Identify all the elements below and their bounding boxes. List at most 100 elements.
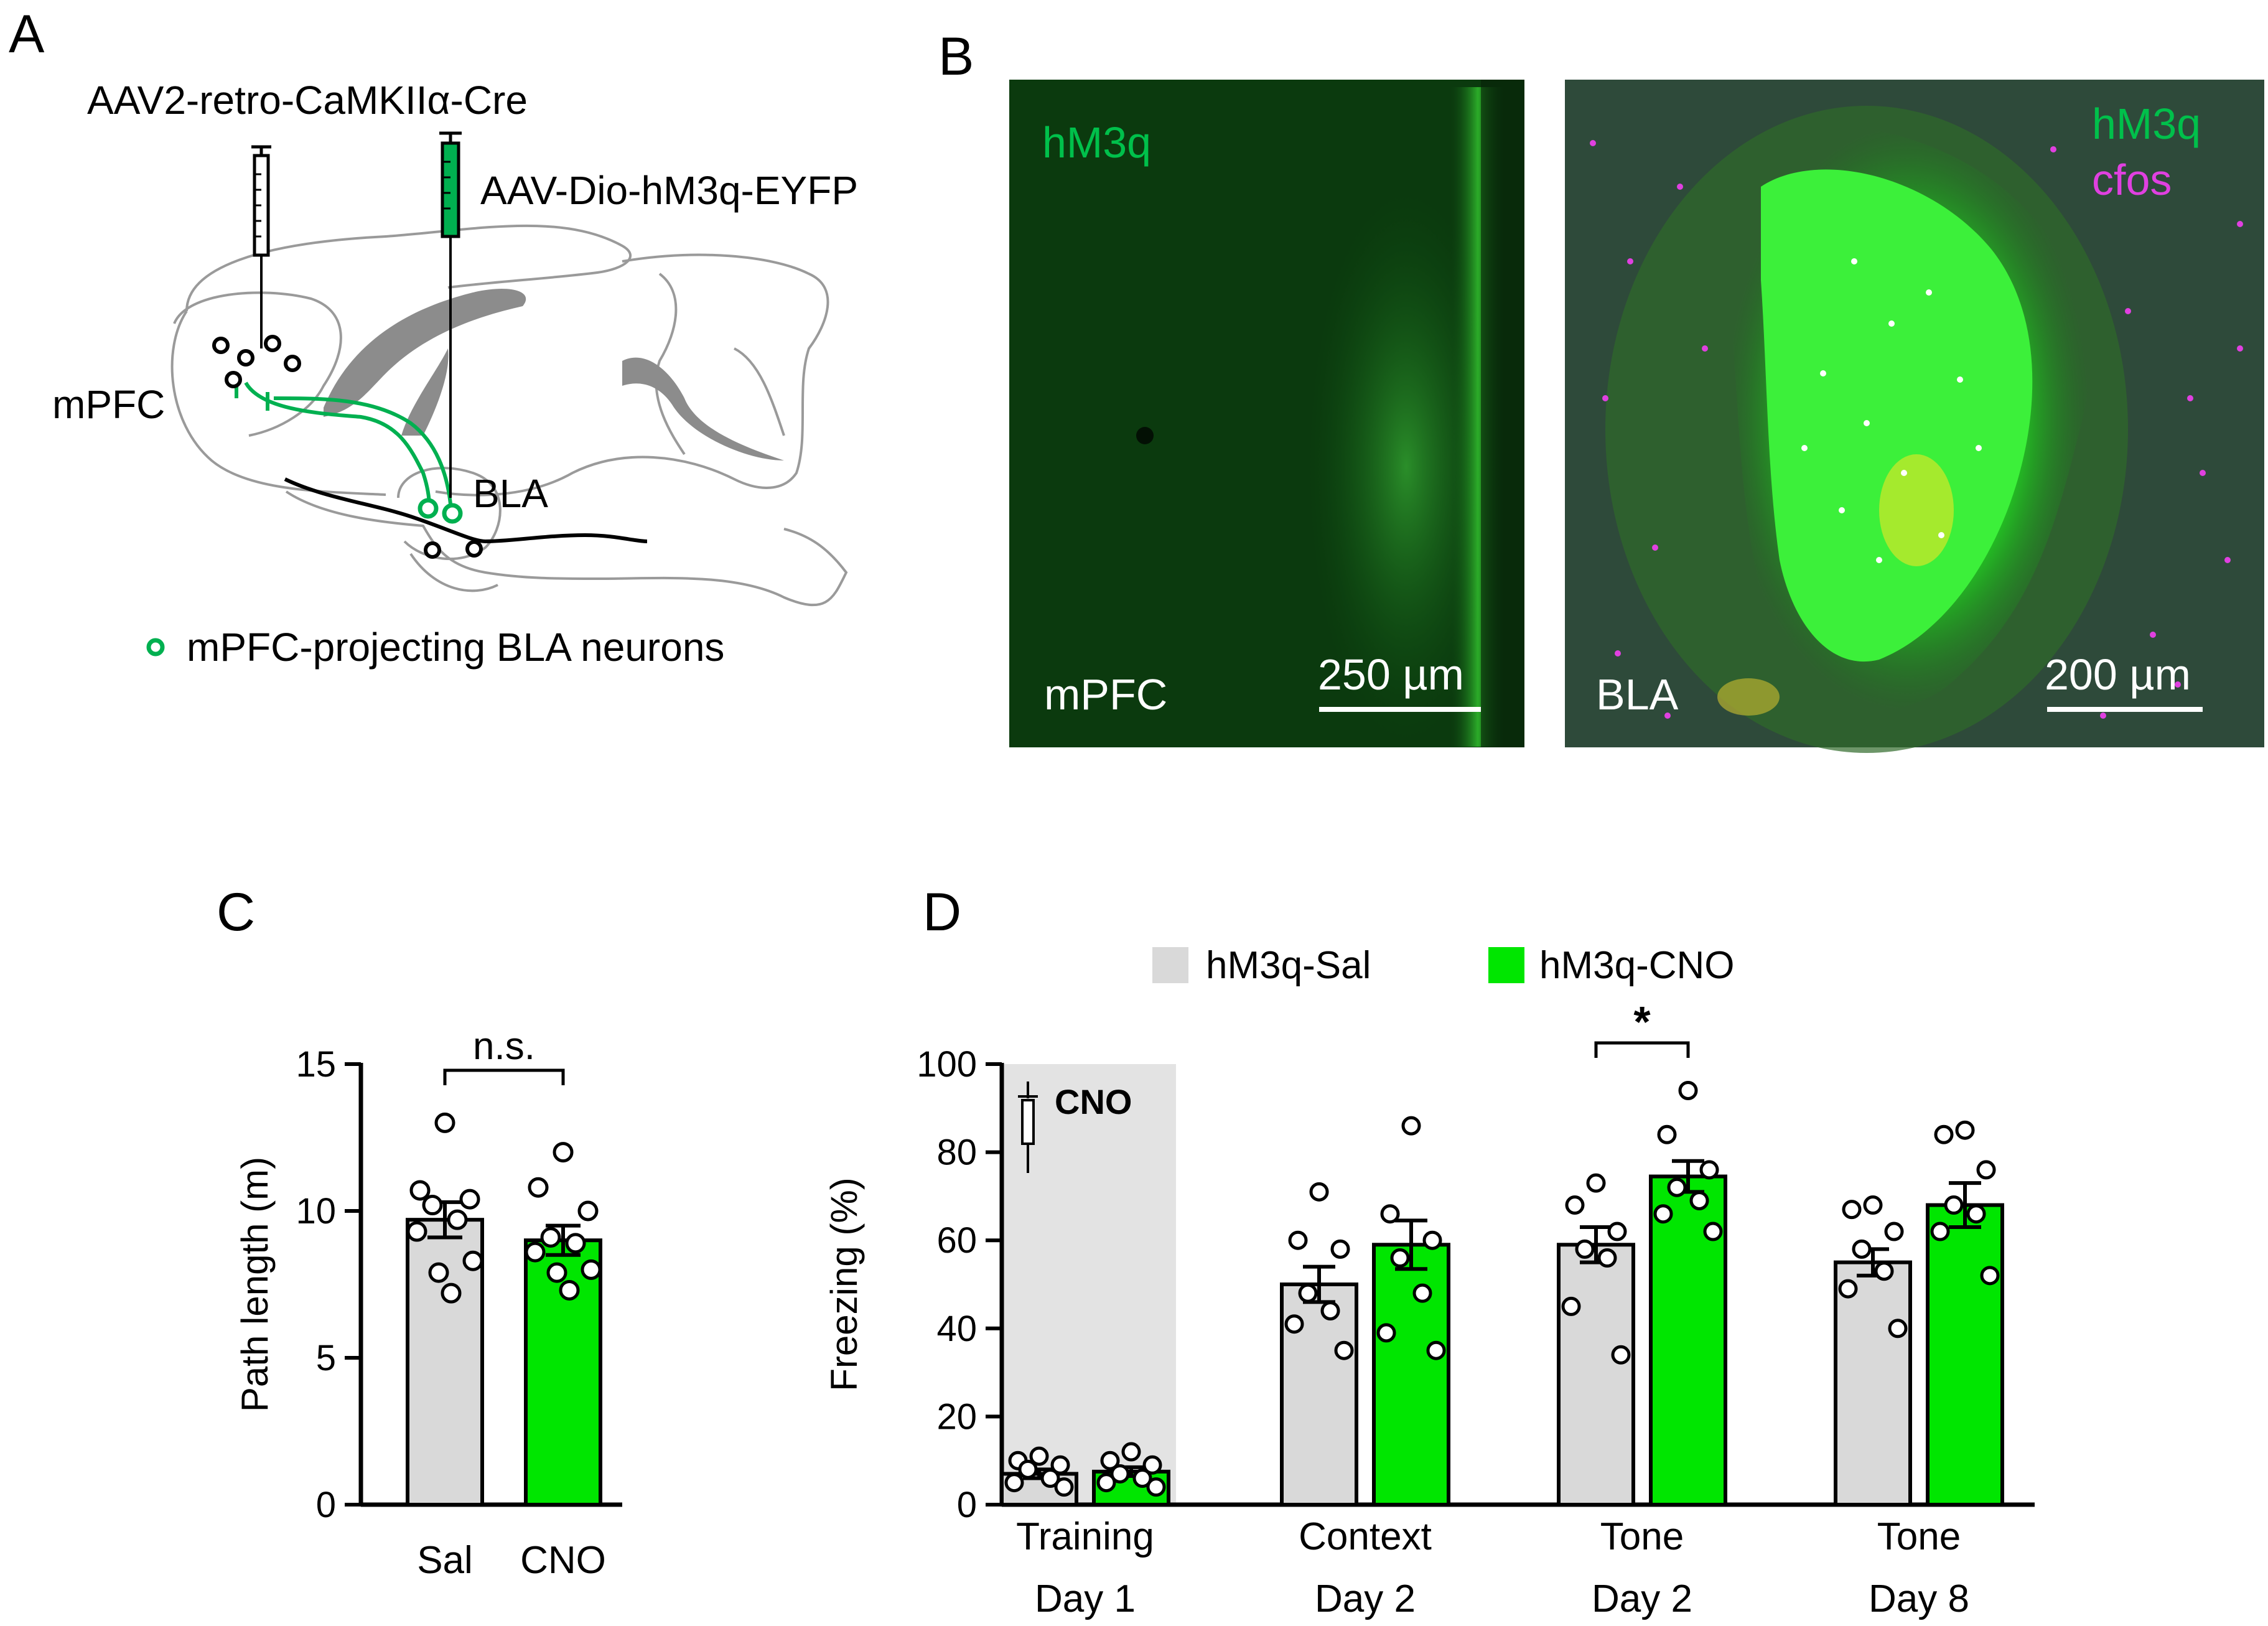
colocalized-dots: [1801, 258, 1982, 563]
group-label-line2: Day 2: [1315, 1577, 1416, 1620]
data-point: [459, 1189, 480, 1210]
data-point: [1667, 1177, 1687, 1197]
data-point: [1121, 1442, 1141, 1462]
data-point: [1401, 1116, 1421, 1136]
data-point: [1597, 1248, 1617, 1268]
legend-neuron-icon: [146, 638, 165, 656]
bar-cno: [1372, 1243, 1450, 1507]
y-tick-label: 60: [936, 1220, 977, 1261]
y-tick-label: 0: [957, 1485, 977, 1525]
data-point: [1422, 1230, 1442, 1250]
group-label-line1: Context: [1299, 1515, 1432, 1558]
data-point: [1320, 1301, 1340, 1320]
data-point: [1142, 1455, 1162, 1475]
data-point: [553, 1142, 574, 1163]
y-tick-label: 40: [936, 1309, 977, 1349]
y-tick-label: 5: [316, 1338, 336, 1378]
micrograph-bla-region: BLA: [1596, 670, 1679, 719]
data-point: [1390, 1248, 1410, 1268]
data-point: [1050, 1455, 1070, 1475]
data-point: [1838, 1279, 1858, 1299]
legend-neurons-label: mPFC-projecting BLA neurons: [187, 625, 724, 670]
data-point: [1955, 1120, 1975, 1140]
data-point: [1380, 1204, 1400, 1224]
x-tick-label: CNO: [520, 1539, 606, 1582]
panel-a: A AAV2-retro-CaMKIIα-Cre AAV-Dio-hM3q-EY…: [9, 4, 858, 670]
data-point: [1884, 1222, 1904, 1241]
cno-annotation: CNO: [1055, 1082, 1132, 1121]
panel-c-letter: C: [217, 882, 255, 942]
y-axis-title: Freezing (%): [823, 1177, 865, 1391]
data-point: [1874, 1261, 1894, 1281]
data-point: [1412, 1283, 1432, 1303]
y-tick-label: 80: [936, 1133, 977, 1173]
y-tick-label: 15: [296, 1044, 336, 1085]
micrograph-bla-scale-label: 200 µm: [2045, 650, 2191, 699]
data-point: [1330, 1239, 1350, 1259]
data-point: [1100, 1451, 1120, 1470]
data-point: [1611, 1345, 1631, 1365]
brain-ventricles: [324, 289, 784, 460]
data-point: [1657, 1124, 1677, 1144]
chart-freezing: CNO 0 20 40 60 80 100 Freezing (%) hM3q-Sal hM3q-…: [823, 944, 2035, 1620]
data-point: [1040, 1469, 1060, 1488]
data-point: [1863, 1195, 1883, 1215]
panel-b-letter: B: [938, 27, 974, 86]
region-bla-label: BLA: [473, 471, 548, 516]
group-label-line2: Day 8: [1869, 1577, 1969, 1620]
micrograph-bla-marker2: cfos: [2092, 156, 2172, 204]
data-point: [1054, 1477, 1074, 1497]
data-point: [528, 1177, 549, 1198]
legend-cno-swatch: [1488, 947, 1524, 983]
significance-bracket: [1594, 1041, 1690, 1058]
data-point: [1426, 1340, 1446, 1360]
panel-b: B hM3q mPFC 250 µm: [938, 27, 2264, 753]
cfos-dots: [1590, 140, 2243, 719]
data-point: [1298, 1283, 1318, 1303]
data-point: [1888, 1319, 1908, 1339]
data-point: [1146, 1477, 1166, 1497]
syringe-cno-icon: [1018, 1082, 1038, 1173]
data-point: [422, 1195, 443, 1216]
data-point: [559, 1279, 580, 1301]
chart-path-length: 0 5 10 15 Path length (m) Sal CNO n.s.: [234, 1025, 622, 1582]
group-label-line2: Day 2: [1592, 1577, 1692, 1620]
syringe-barrel: [1021, 1099, 1035, 1145]
data-point: [540, 1227, 561, 1248]
group-label-line2: Day 1: [1035, 1577, 1136, 1620]
y-tick-label: 0: [316, 1485, 336, 1525]
data-point: [1029, 1446, 1049, 1466]
bla-neurons: [418, 498, 483, 559]
data-point: [1132, 1469, 1152, 1488]
y-tick-label: 100: [917, 1044, 977, 1085]
data-point: [1944, 1195, 1964, 1215]
micrograph-mpfc-marker: hM3q: [1042, 118, 1151, 167]
data-point: [1110, 1464, 1130, 1483]
bar-cno: [1926, 1203, 2004, 1507]
data-point: [1284, 1314, 1304, 1334]
virus-retro-label: AAV2-retro-CaMKIIα-Cre: [87, 78, 528, 123]
panel-a-letter: A: [9, 4, 45, 64]
group-label-line1: Training: [1016, 1515, 1154, 1558]
micrograph-bla-marker1: hM3q: [2092, 100, 2201, 148]
group-label-line1: Tone: [1600, 1515, 1684, 1558]
data-point: [1376, 1323, 1396, 1343]
data-point: [1678, 1080, 1698, 1100]
data-point: [1842, 1200, 1862, 1220]
data-point: [1852, 1239, 1872, 1259]
data-point: [565, 1233, 586, 1254]
panel-d-letter: D: [923, 882, 961, 942]
region-mpfc-label: mPFC: [52, 382, 165, 427]
data-point: [1561, 1296, 1581, 1316]
significance-label: n.s.: [473, 1025, 535, 1068]
y-tick-label: 10: [296, 1191, 336, 1231]
brain-outline: [170, 224, 848, 607]
data-point: [1004, 1473, 1024, 1493]
data-point: [434, 1112, 455, 1133]
micrograph-mpfc-scale-label: 250 µm: [1318, 650, 1464, 699]
y-tick-label: 20: [936, 1396, 977, 1437]
data-point: [1703, 1222, 1723, 1241]
data-point: [1096, 1473, 1116, 1493]
data-point: [428, 1262, 449, 1283]
